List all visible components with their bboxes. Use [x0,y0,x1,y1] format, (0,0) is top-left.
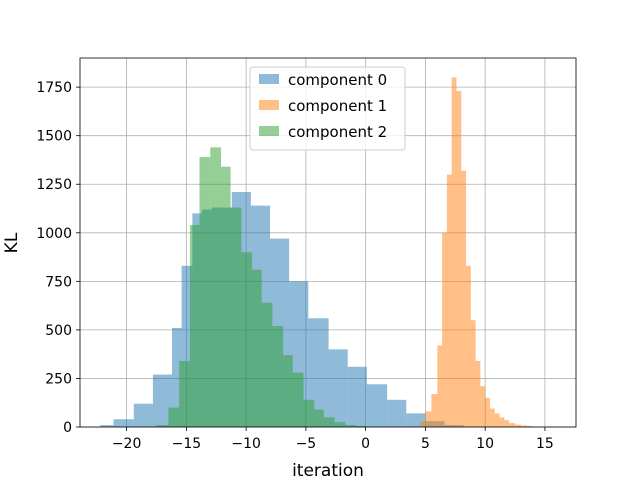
y-tick-label: 1500 [36,129,72,145]
histogram-bar [189,225,200,427]
histogram-bar [499,417,505,427]
y-tick-label: 250 [45,371,72,387]
histogram-bar [261,302,273,427]
legend-label-component-1: component 1 [288,97,387,115]
histogram-bar [456,91,462,427]
histogram-bar [133,403,153,427]
histogram-bar [181,265,193,427]
histogram-bar [328,349,348,427]
histogram-bar [437,345,443,427]
series-component-1 [420,77,533,428]
histogram-bar [366,384,388,427]
histogram-bar [230,207,242,427]
histogram-bar [480,386,486,427]
histogram-bar [431,393,438,427]
y-tick-label: 0 [63,420,72,436]
histogram-bar [168,407,180,427]
histogram-bar [314,409,324,427]
histogram-bar [221,166,231,428]
x-tick-label: 5 [421,436,430,452]
histogram-bar [446,174,452,427]
histogram-bar [442,232,447,427]
x-tick-label: 10 [476,436,494,452]
histogram-bar [461,170,467,428]
histogram-bar [526,426,533,427]
y-axis-label: KL [2,232,22,253]
histogram-bar [345,425,357,427]
y-tick-label: 1250 [36,177,72,193]
x-tick-label: 15 [536,436,554,452]
histogram-bar [489,408,495,427]
histogram-bar [292,372,304,427]
x-tick-label: −5 [296,436,317,452]
plot-frame [79,57,577,428]
histogram-bar [152,374,173,427]
legend-swatch-component-1 [259,100,279,110]
histogram-bar [210,147,222,427]
x-tick-label: −10 [231,436,261,452]
histogram-bar [347,366,367,427]
histogram-bar [252,269,262,427]
histogram-bar [466,265,471,427]
histogram-bar [470,320,476,427]
legend-label-component-0: component 0 [288,71,387,89]
legend-box [249,66,406,151]
histogram-bar [156,425,169,427]
histogram-bar [272,326,284,427]
histogram-bar [179,360,190,427]
histogram-bar [172,327,182,427]
histogram-bar [356,426,366,427]
x-tick-label: −20 [112,436,142,452]
histogram-bar [521,425,527,427]
histogram-bar [515,424,522,427]
histogram-bar [485,397,490,427]
y-tick-label: 1750 [36,80,72,96]
histogram-bar [303,399,315,427]
legend[interactable]: component 0 component 1 component 2 [249,66,406,151]
x-tick-label: 0 [361,436,370,452]
series-component-2 [156,147,366,428]
histogram-bar [323,417,335,427]
histogram-bar [509,423,516,427]
y-tick-label: 500 [45,323,72,339]
histogram-bar [241,252,253,427]
grid [80,58,576,428]
histogram-bar [100,425,114,427]
x-tick-label: −15 [172,436,202,452]
histogram-bar [334,422,346,427]
axis-ticks: −20 −15 −10 −5 0 5 10 15 0 250 500 750 1000 1250 1500 1… [36,80,553,452]
histogram-bar [425,411,432,427]
histogram-bar [199,157,211,427]
histogram-bar [451,77,457,427]
histogram-bar [387,399,407,427]
histogram-bars [100,77,533,428]
y-tick-label: 750 [45,274,72,290]
y-tick-label: 1000 [36,226,72,242]
histogram-bar [283,355,293,427]
legend-label-component-2: component 2 [288,123,387,141]
histogram-bar [113,419,134,427]
legend-swatch-component-0 [259,74,279,84]
legend-swatch-component-2 [259,126,279,136]
histogram-bar [420,421,426,427]
histogram-bar [475,360,481,427]
histogram-bar [494,413,500,427]
x-axis-label: iteration [292,461,364,480]
histogram-bar [504,420,510,427]
